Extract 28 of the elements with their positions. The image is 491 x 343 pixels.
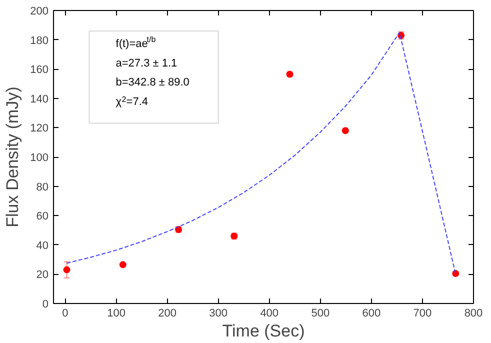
x-tick-label: 800 bbox=[464, 308, 483, 320]
y-tick-label: 80 bbox=[36, 181, 49, 194]
y-tick-label: 20 bbox=[36, 269, 49, 282]
point bbox=[63, 266, 70, 274]
y-axis-title: Flux Density (mJy) bbox=[3, 86, 22, 228]
y-tick-label: 0 bbox=[42, 298, 49, 310]
x-tick-label: 700 bbox=[413, 308, 432, 320]
x-tick-label: 400 bbox=[260, 308, 279, 320]
y-tick-label: 100 bbox=[30, 152, 49, 164]
x-tick-label: 300 bbox=[209, 308, 228, 320]
annotation: b=342.8 ± 89.0 bbox=[116, 76, 190, 89]
point bbox=[452, 270, 460, 277]
y-tick-label: 200 bbox=[30, 6, 49, 18]
y-tick-label: 120 bbox=[30, 122, 49, 135]
x-tick-label: 200 bbox=[158, 308, 176, 320]
y-tick-label: 180 bbox=[30, 34, 49, 47]
x-axis-title: Time (Sec) bbox=[222, 322, 305, 340]
point bbox=[119, 261, 126, 268]
x-tick-label: 0 bbox=[62, 308, 68, 320]
y-tick-label: 160 bbox=[30, 64, 49, 76]
x-tick-label: 600 bbox=[362, 308, 381, 320]
point bbox=[342, 127, 349, 134]
y-tick-label: 140 bbox=[30, 93, 49, 106]
annotation: a=27.3 ± 1.1 bbox=[116, 57, 178, 70]
x-tick-label: 500 bbox=[311, 308, 330, 320]
y-tick-label: 40 bbox=[36, 240, 49, 252]
y-tick-label: 60 bbox=[36, 210, 49, 223]
x-tick-label: 100 bbox=[107, 308, 126, 320]
